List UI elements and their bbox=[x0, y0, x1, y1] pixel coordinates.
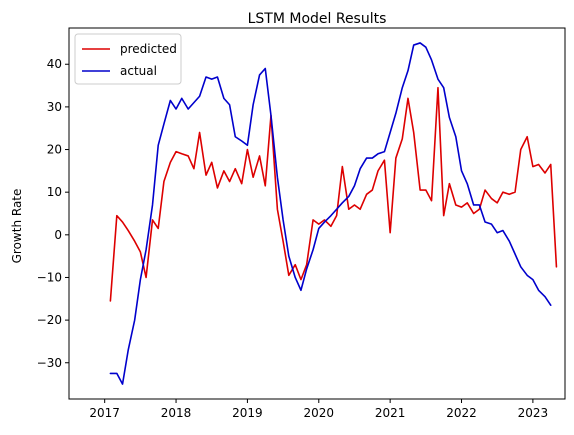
x-tick-label: 2020 bbox=[304, 406, 335, 420]
y-axis: −30 −20 −10 0 10 20 30 40 bbox=[37, 57, 69, 370]
x-tick-label: 2021 bbox=[375, 406, 406, 420]
y-tick-label: 0 bbox=[54, 228, 62, 242]
series-layer bbox=[109, 42, 558, 385]
y-tick-label: 10 bbox=[47, 185, 62, 199]
series-line-actual bbox=[109, 42, 552, 385]
y-tick-label: −30 bbox=[37, 356, 62, 370]
y-tick-label: 20 bbox=[47, 143, 62, 157]
y-tick-label: −10 bbox=[37, 270, 62, 284]
y-tick-label: 40 bbox=[47, 57, 62, 71]
x-tick-label: 2022 bbox=[446, 406, 477, 420]
x-axis: 2017 2018 2019 2020 2021 2022 2023 bbox=[89, 399, 548, 420]
legend-label-actual: actual bbox=[120, 64, 157, 78]
plot-frame bbox=[68, 27, 566, 400]
x-tick-label: 2023 bbox=[518, 406, 549, 420]
y-axis-label: Growth Rate bbox=[10, 189, 24, 264]
x-tick-label: 2017 bbox=[89, 406, 120, 420]
legend: predicted actual bbox=[74, 33, 182, 85]
y-tick-label: −20 bbox=[37, 313, 62, 327]
x-tick-label: 2018 bbox=[161, 406, 192, 420]
chart-title: LSTM Model Results bbox=[248, 11, 387, 27]
series-line-predicted bbox=[109, 86, 558, 302]
x-tick-label: 2019 bbox=[232, 406, 263, 420]
legend-label-predicted: predicted bbox=[120, 42, 177, 56]
y-tick-label: 30 bbox=[47, 100, 62, 114]
